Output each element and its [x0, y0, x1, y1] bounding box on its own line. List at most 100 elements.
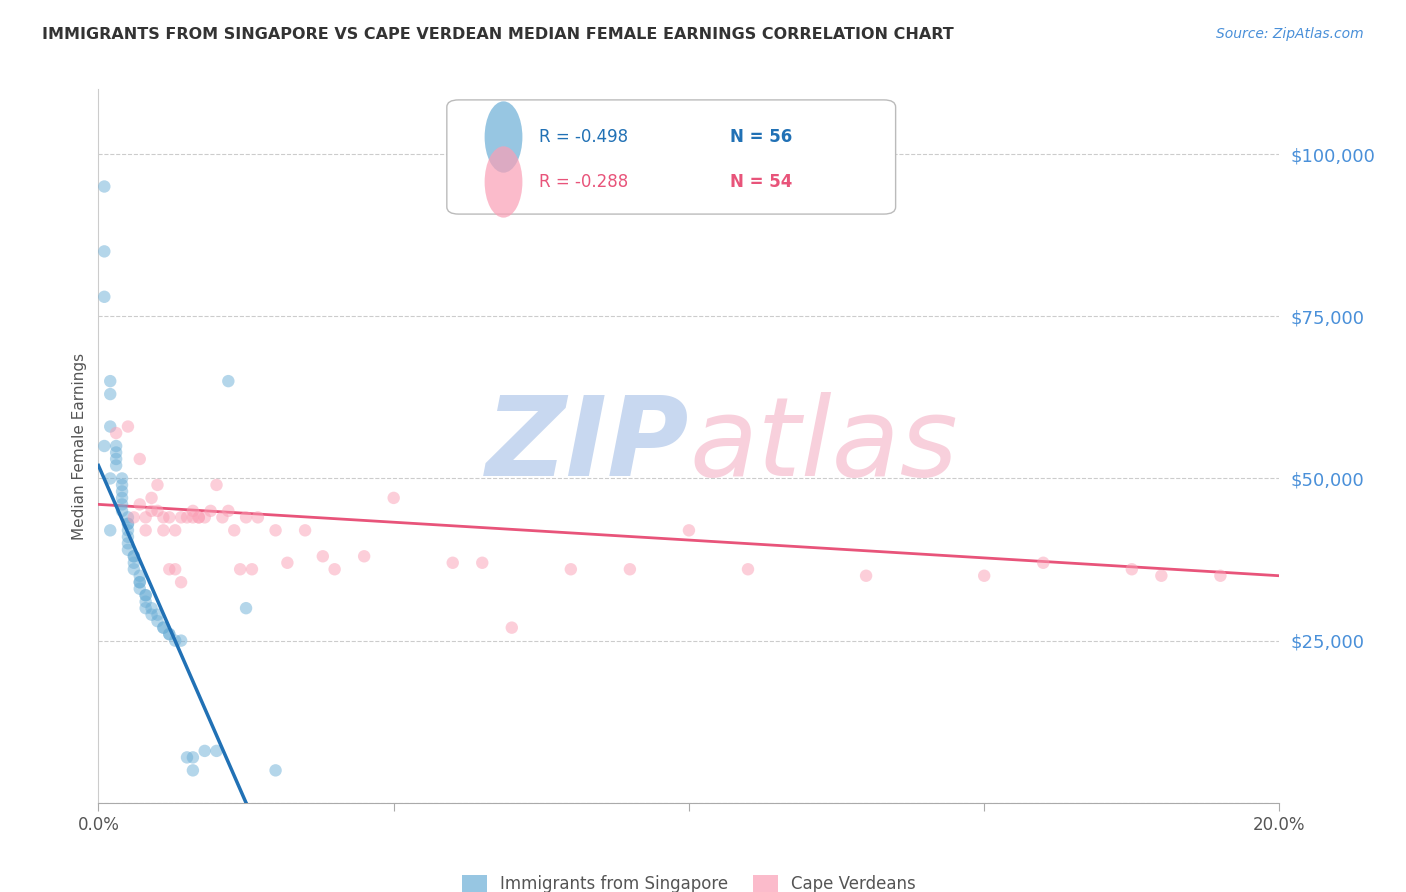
- Text: R = -0.288: R = -0.288: [538, 173, 628, 191]
- Point: [111, 471, 134, 485]
- Ellipse shape: [485, 102, 523, 173]
- Point: [117, 510, 139, 524]
- Point: [678, 524, 700, 538]
- Point: [117, 536, 139, 550]
- Point: [205, 744, 228, 758]
- Point: [560, 562, 582, 576]
- Point: [128, 568, 150, 582]
- Point: [98, 419, 121, 434]
- Point: [141, 601, 163, 615]
- Y-axis label: Median Female Earnings: Median Female Earnings: [72, 352, 87, 540]
- Point: [128, 452, 150, 467]
- Point: [353, 549, 375, 564]
- Ellipse shape: [485, 146, 523, 218]
- Text: ZIP: ZIP: [485, 392, 689, 500]
- Point: [146, 478, 169, 492]
- Point: [165, 562, 187, 576]
- Point: [235, 510, 257, 524]
- Point: [117, 516, 139, 531]
- Point: [93, 244, 115, 259]
- Point: [1209, 568, 1232, 582]
- Point: [122, 510, 145, 524]
- Point: [181, 750, 204, 764]
- Point: [181, 504, 204, 518]
- Point: [276, 556, 298, 570]
- Point: [117, 530, 139, 544]
- Point: [246, 510, 269, 524]
- Point: [294, 524, 316, 538]
- Point: [98, 374, 121, 388]
- Point: [152, 621, 174, 635]
- Point: [146, 607, 169, 622]
- Point: [181, 764, 204, 778]
- Point: [471, 556, 494, 570]
- Point: [122, 556, 145, 570]
- Point: [128, 497, 150, 511]
- Point: [181, 510, 204, 524]
- Point: [128, 575, 150, 590]
- Point: [152, 621, 174, 635]
- Point: [135, 588, 157, 602]
- Point: [117, 524, 139, 538]
- Point: [111, 497, 134, 511]
- Point: [1121, 562, 1143, 576]
- Point: [98, 524, 121, 538]
- Point: [111, 504, 134, 518]
- Point: [176, 750, 198, 764]
- Point: [217, 374, 239, 388]
- Point: [170, 510, 193, 524]
- Point: [441, 556, 464, 570]
- Point: [146, 504, 169, 518]
- Point: [157, 627, 180, 641]
- Point: [117, 516, 139, 531]
- Point: [165, 524, 187, 538]
- Point: [224, 524, 246, 538]
- Point: [93, 290, 115, 304]
- Point: [122, 549, 145, 564]
- Point: [122, 562, 145, 576]
- Point: [737, 562, 759, 576]
- Point: [98, 387, 121, 401]
- Point: [111, 478, 134, 492]
- Point: [264, 764, 287, 778]
- Point: [501, 621, 523, 635]
- Point: [117, 542, 139, 557]
- Point: [157, 562, 180, 576]
- Point: [194, 744, 217, 758]
- Point: [165, 633, 187, 648]
- Point: [973, 568, 995, 582]
- Point: [229, 562, 252, 576]
- Legend: Immigrants from Singapore, Cape Verdeans: Immigrants from Singapore, Cape Verdeans: [456, 868, 922, 892]
- Point: [105, 458, 128, 473]
- Point: [194, 510, 217, 524]
- Text: R = -0.498: R = -0.498: [538, 128, 628, 146]
- Point: [152, 524, 174, 538]
- Point: [128, 575, 150, 590]
- Point: [117, 419, 139, 434]
- Point: [135, 595, 157, 609]
- Point: [240, 562, 263, 576]
- Point: [157, 510, 180, 524]
- Point: [176, 510, 198, 524]
- Point: [1150, 568, 1173, 582]
- Point: [141, 504, 163, 518]
- Point: [235, 601, 257, 615]
- Point: [122, 549, 145, 564]
- Point: [105, 452, 128, 467]
- Point: [105, 439, 128, 453]
- Point: [264, 524, 287, 538]
- Point: [93, 439, 115, 453]
- Point: [170, 575, 193, 590]
- Point: [105, 425, 128, 440]
- Point: [135, 524, 157, 538]
- Text: Source: ZipAtlas.com: Source: ZipAtlas.com: [1216, 27, 1364, 41]
- Point: [157, 627, 180, 641]
- Point: [111, 491, 134, 505]
- Point: [312, 549, 335, 564]
- Point: [200, 504, 222, 518]
- Point: [105, 445, 128, 459]
- Point: [619, 562, 641, 576]
- Text: atlas: atlas: [689, 392, 957, 500]
- Point: [128, 582, 150, 596]
- Text: IMMIGRANTS FROM SINGAPORE VS CAPE VERDEAN MEDIAN FEMALE EARNINGS CORRELATION CHA: IMMIGRANTS FROM SINGAPORE VS CAPE VERDEA…: [42, 27, 953, 42]
